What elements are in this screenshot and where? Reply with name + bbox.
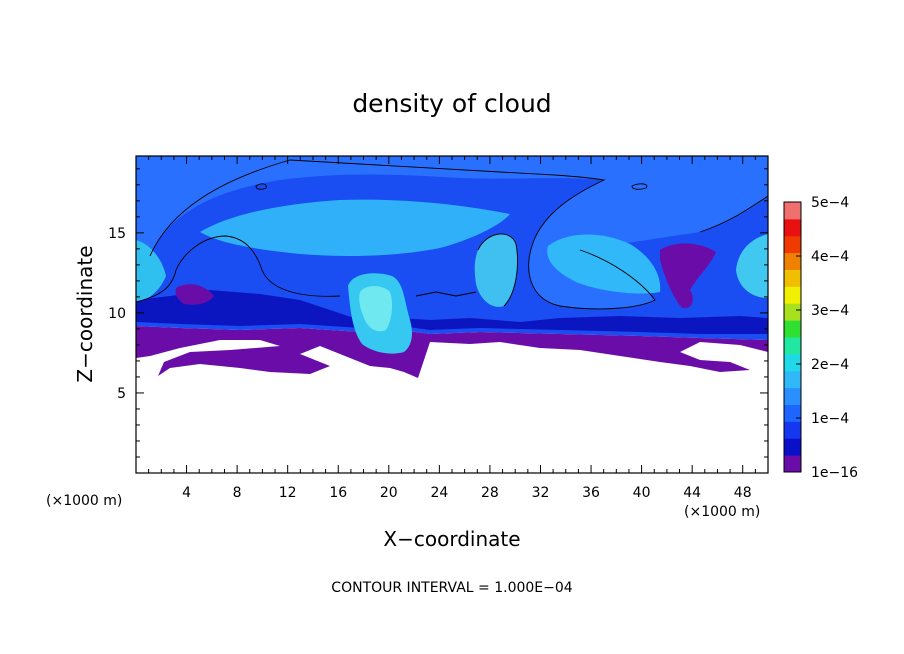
contour-small-right (631, 183, 648, 190)
x-tick-label: 16 (329, 485, 347, 501)
colorbar-tick-label: 3e−4 (811, 303, 849, 319)
y-tick-label: 10 (108, 306, 126, 322)
colorbar-segment (784, 421, 801, 439)
y-axis-title: Z−coordinate (73, 245, 97, 382)
x-tick-label: 24 (430, 485, 448, 501)
colorbar-segment (784, 218, 801, 237)
contour-base (415, 291, 477, 297)
colorbar-segment (784, 269, 801, 287)
colorbar-tick-label: 4e−4 (811, 249, 849, 265)
colorbar (784, 202, 801, 473)
cloud-dark-core (136, 290, 768, 334)
colorbar-segment (784, 202, 801, 220)
x-tick-label: 40 (633, 485, 651, 501)
contour-right (699, 195, 768, 233)
x-tick-label: 28 (481, 485, 499, 501)
colorbar-tick-label: 5e−4 (811, 195, 849, 211)
cloud-cyan-left (136, 240, 166, 302)
contour-interval-note: CONTOUR INTERVAL = 1.000E−04 (331, 580, 572, 596)
colorbar-segment (784, 252, 801, 270)
x-axis-title: X−coordinate (383, 527, 520, 551)
colorbar-frame (783, 201, 802, 473)
cloud-cyan-right (547, 234, 661, 294)
x-tick-label: 12 (279, 485, 297, 501)
purple-patch-right (660, 243, 716, 309)
colorbar-segment (784, 286, 801, 304)
colorbar-tick-label: 2e−4 (811, 357, 849, 373)
contour-lines (136, 159, 768, 310)
x-tick-label: 4 (182, 485, 191, 501)
contour-small-left (255, 183, 267, 190)
cloud-cyan-dome (474, 233, 518, 307)
contour-dome (477, 233, 518, 307)
x-tick-label: 48 (734, 485, 752, 501)
x-tick-label: 44 (683, 485, 701, 501)
contour-outer (149, 159, 656, 310)
x-unit-label-right: (×1000 m) (684, 504, 760, 520)
y-tick-label: 15 (108, 226, 126, 242)
chart-title: density of cloud (352, 89, 551, 118)
x-tick-label: 32 (532, 485, 550, 501)
x-tick-label: 20 (380, 485, 398, 501)
colorbar-tick-label: 1e−4 (811, 411, 849, 427)
colorbar-segment (784, 353, 801, 372)
colorbar-segment (784, 387, 801, 405)
y-tick-label: 5 (117, 386, 126, 402)
colorbar-segment (784, 404, 801, 422)
colorbar-segment (784, 320, 801, 338)
density-field (136, 156, 768, 473)
colorbar-segment (784, 370, 801, 389)
y-axis: 5 10 15 (108, 168, 768, 458)
x-axis: 4 8 12 16 20 24 28 32 36 40 44 48 (148, 156, 756, 501)
colorbar-segment (784, 303, 801, 321)
colorbar-tick-label: 1e−16 (811, 465, 858, 481)
x-tick-label: 8 (233, 485, 242, 501)
cloud-light-upper (200, 199, 510, 256)
colorbar-segment (784, 438, 801, 456)
updraft-core (359, 286, 393, 332)
colorbar-segment (784, 337, 801, 355)
contour-lower (136, 235, 341, 303)
colorbar-labels: 1e−16 1e−4 2e−4 3e−4 4e−4 5e−4 (796, 195, 858, 481)
colorbar-segment (784, 235, 801, 254)
x-tick-label: 36 (582, 485, 600, 501)
x-unit-label-left: (×1000 m) (46, 493, 122, 509)
colorbar-segment (784, 455, 801, 473)
cloud-purple-band (136, 326, 768, 378)
cloud-cyan-right-edge (736, 234, 768, 298)
purple-patch-left (175, 284, 214, 305)
